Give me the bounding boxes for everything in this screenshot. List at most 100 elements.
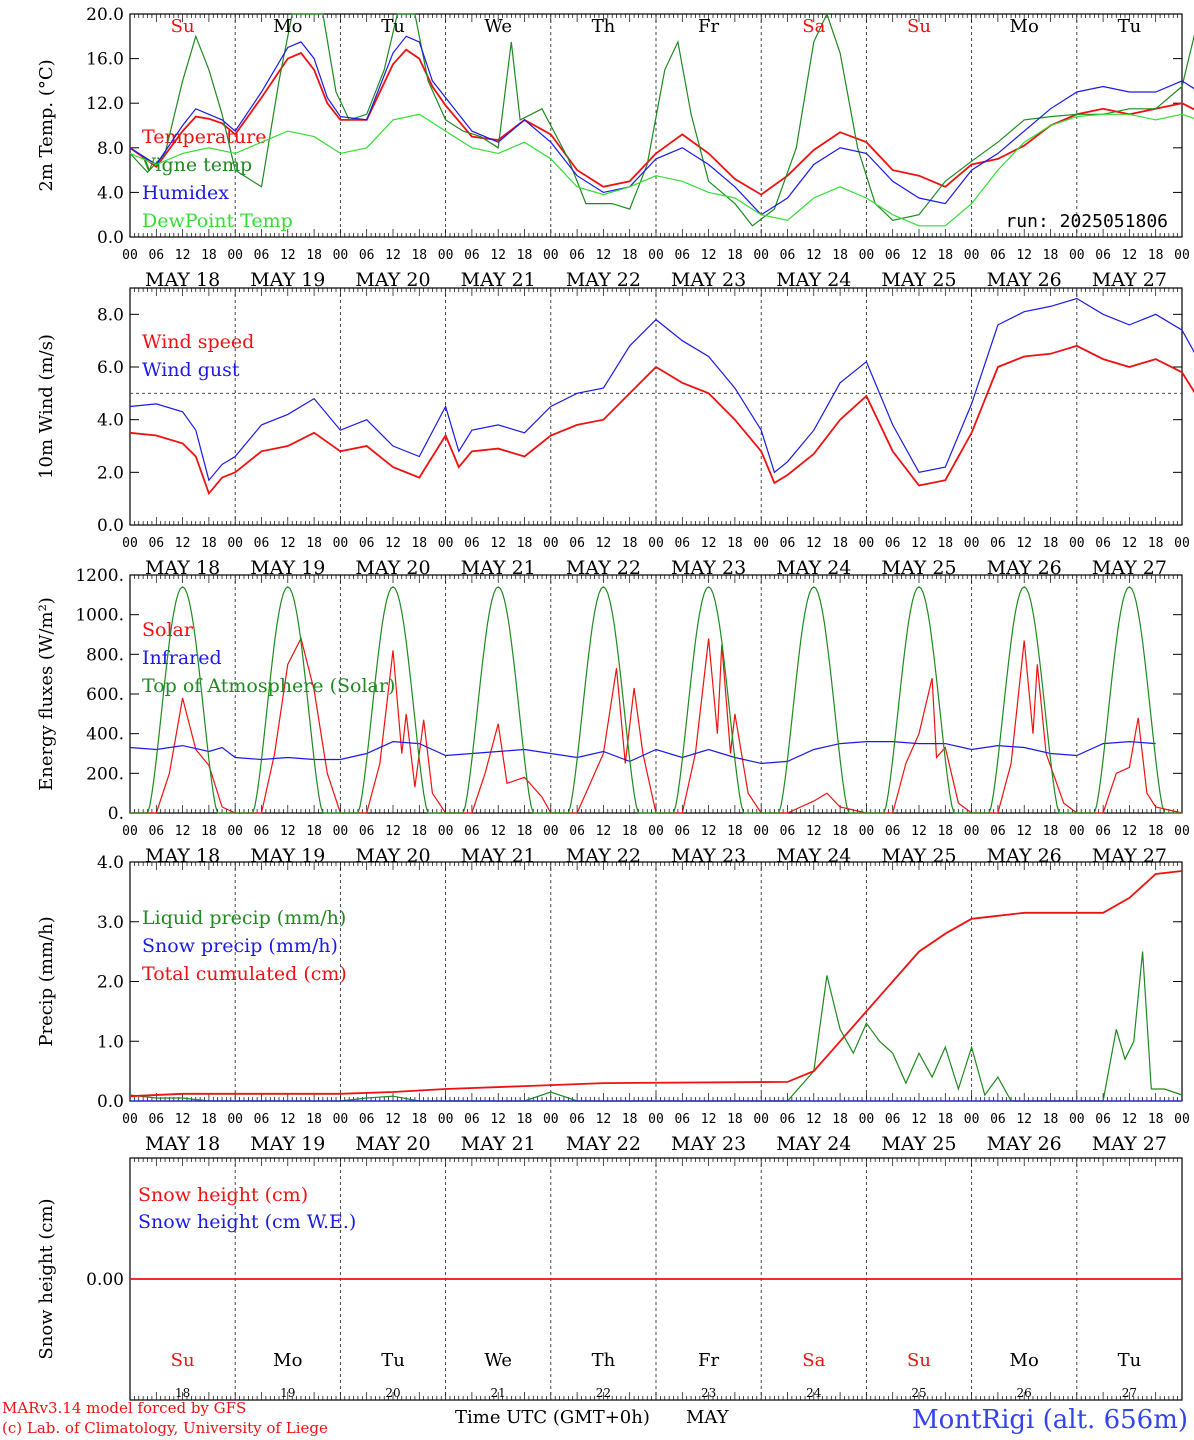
hour-label: 18: [411, 248, 427, 263]
hour-label: 06: [254, 536, 270, 551]
hour-label: 18: [517, 248, 533, 263]
hour-label: 18: [1148, 248, 1164, 263]
hour-label: 00: [859, 1112, 875, 1127]
legend-entry: Humidex: [142, 182, 229, 204]
day-number: 27: [1122, 1386, 1137, 1400]
date-label: MAY 24: [776, 1133, 851, 1155]
hour-label: 00: [859, 824, 875, 839]
hour-label: 00: [753, 824, 769, 839]
hour-label: 06: [990, 1112, 1006, 1127]
hour-ticks: [129, 1158, 1183, 1400]
plot-frame: [129, 287, 1183, 526]
date-label: MAY 26: [987, 269, 1062, 291]
date-label: MAY 22: [566, 1133, 641, 1155]
hour-ticks: [129, 288, 1183, 525]
weekday-label: Su: [171, 1350, 195, 1371]
hour-label: 12: [806, 824, 822, 839]
y-tick-label: 16.0: [86, 50, 124, 70]
hour-label: 06: [569, 1112, 585, 1127]
hour-label: 18: [1043, 1112, 1059, 1127]
hour-label: 18: [622, 1112, 638, 1127]
hour-label: 12: [175, 248, 191, 263]
y-tick-label: 0.00: [86, 1270, 124, 1290]
hour-label: 12: [280, 248, 296, 263]
hour-label: 00: [753, 248, 769, 263]
y-axis-label: Energy fluxes (W/m²): [36, 597, 57, 791]
hour-label: 00: [1069, 1112, 1085, 1127]
y-tick-label: 8.0: [97, 305, 124, 325]
date-label: MAY 23: [671, 269, 746, 291]
panel-precip: 0.0 1.0 2.0 3.0 4.0 Precip (mm/h) Liquid preci…: [36, 853, 1190, 1155]
hour-label: 00: [648, 824, 664, 839]
date-label: MAY 18: [145, 557, 220, 579]
hour-label: 06: [464, 824, 480, 839]
day-number: 20: [385, 1386, 400, 1400]
hour-label: 18: [937, 536, 953, 551]
hour-label: 18: [201, 1112, 217, 1127]
day-number: 21: [491, 1386, 506, 1400]
hour-label: 12: [911, 824, 927, 839]
y-tick-label: 1000.: [75, 606, 124, 626]
weekday-label: Tu: [1118, 1350, 1142, 1371]
hour-label: 06: [780, 824, 796, 839]
day-number: 24: [806, 1386, 822, 1400]
hour-label: 00: [1174, 536, 1190, 551]
hour-label: 00: [227, 248, 243, 263]
hour-label: 06: [780, 536, 796, 551]
hour-label: 06: [885, 536, 901, 551]
date-label: MAY 21: [461, 1133, 536, 1155]
hour-label: 18: [201, 248, 217, 263]
date-label: MAY 26: [987, 557, 1062, 579]
hour-label: 12: [806, 248, 822, 263]
series-line-top-of-atmosphere-solar-: [130, 586, 1182, 814]
hour-label: 00: [753, 1112, 769, 1127]
day-number: 23: [701, 1386, 716, 1400]
hour-label: 00: [333, 248, 349, 263]
hour-label: 00: [964, 1112, 980, 1127]
hour-label: 18: [937, 248, 953, 263]
hour-label: 18: [622, 824, 638, 839]
hour-label: 00: [122, 248, 138, 263]
date-label: MAY 25: [881, 1133, 956, 1155]
hour-label: 00: [333, 1112, 349, 1127]
hour-label: 12: [490, 1112, 506, 1127]
hour-label: 18: [1043, 248, 1059, 263]
hour-label: 06: [674, 824, 690, 839]
weekday-label: Mo: [273, 1350, 302, 1371]
weekday-label: Mo: [1010, 1350, 1039, 1371]
hour-label: 00: [543, 248, 559, 263]
hour-label: 12: [596, 248, 612, 263]
series-line-temperature: [129, 48, 1194, 196]
y-tick-label: 2.0: [97, 463, 124, 483]
lab-credit: (c) Lab. of Climatology, University of L…: [2, 1419, 328, 1437]
hour-label: 00: [1069, 536, 1085, 551]
hour-label: 12: [175, 824, 191, 839]
y-axis-label: Snow height (cm): [36, 1198, 57, 1359]
hour-ticks: [129, 575, 1183, 813]
hour-label: 06: [148, 824, 164, 839]
hour-label: 06: [569, 824, 585, 839]
hour-label: 18: [306, 1112, 322, 1127]
hour-label: 06: [464, 248, 480, 263]
hour-label: 06: [569, 248, 585, 263]
legend-entry: Wind speed: [142, 331, 254, 353]
hour-label: 12: [385, 536, 401, 551]
hour-label: 00: [648, 536, 664, 551]
hour-label: 06: [674, 536, 690, 551]
hour-label: 00: [964, 248, 980, 263]
hour-label: 18: [517, 1112, 533, 1127]
hour-label: 18: [306, 824, 322, 839]
hour-label: 18: [832, 1112, 848, 1127]
hour-label: 12: [1122, 824, 1138, 839]
hour-label: 18: [727, 248, 743, 263]
weekday-label: Tu: [381, 1350, 405, 1371]
hour-label: 06: [464, 536, 480, 551]
hour-label: 18: [1148, 536, 1164, 551]
hour-label: 00: [753, 536, 769, 551]
day-number: 22: [596, 1386, 611, 1400]
hour-label: 12: [806, 536, 822, 551]
y-tick-label: 6.0: [97, 358, 124, 378]
hour-label: 00: [543, 1112, 559, 1127]
legend-entry: Top of Atmosphere (Solar): [142, 675, 395, 697]
legend-entry: Liquid precip (mm/h): [142, 907, 346, 929]
